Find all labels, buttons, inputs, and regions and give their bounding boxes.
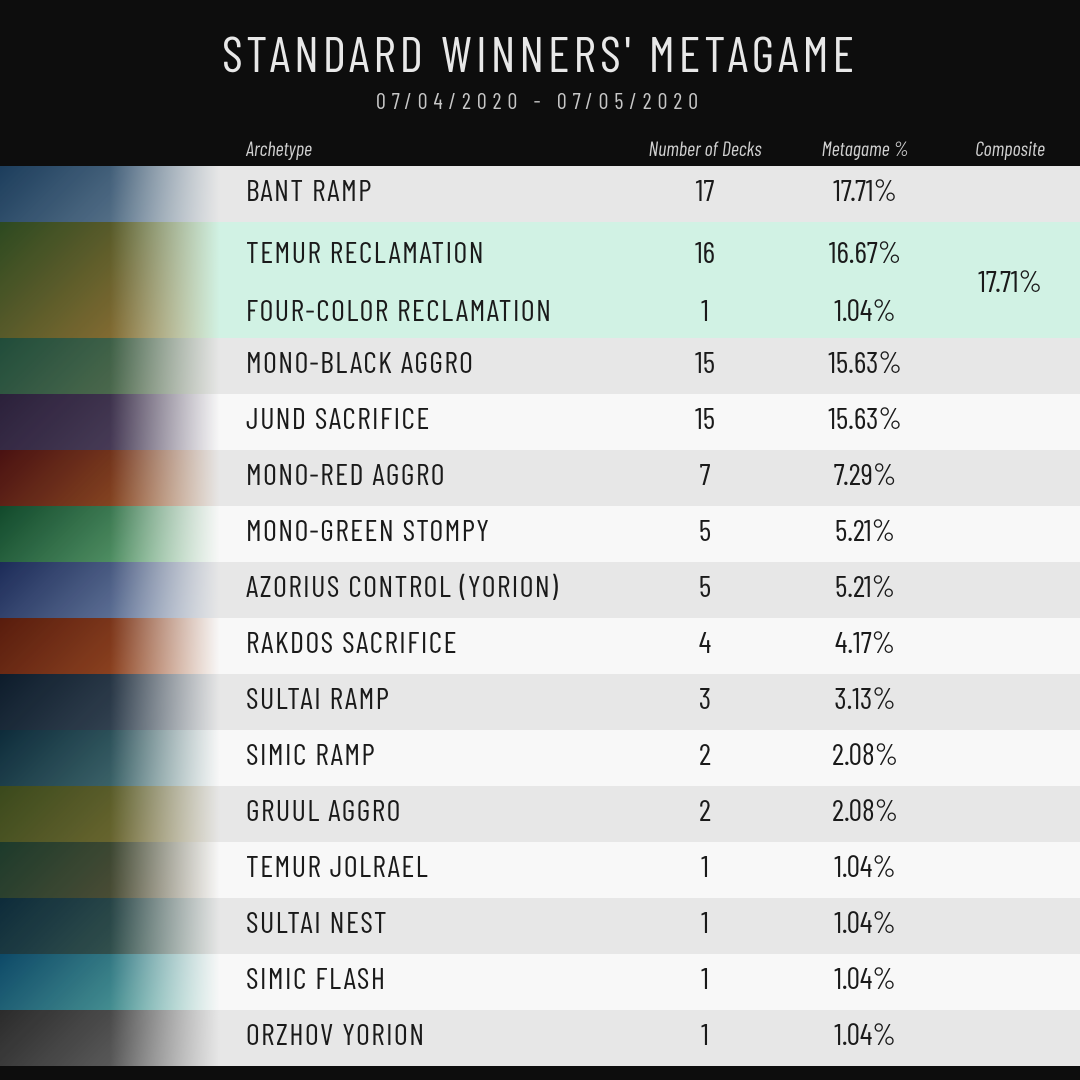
table-row: AZORIUS CONTROL (YORION)55.21% <box>0 562 1080 618</box>
archetype-name: JUND SACRIFICE <box>220 399 620 435</box>
page-title: STANDARD WINNERS' METAGAME <box>0 0 1080 82</box>
metagame-pct: 5.21% <box>790 567 940 603</box>
deck-thumb <box>0 394 220 450</box>
table-row: MONO-RED AGGRO77.29% <box>0 450 1080 506</box>
deck-count: 17 <box>620 171 790 207</box>
deck-count: 5 <box>620 567 790 603</box>
header-composite: Composite <box>940 136 1080 160</box>
table-row: RAKDOS SACRIFICE44.17% <box>0 618 1080 674</box>
archetype-name: MONO-BLACK AGGRO <box>220 343 620 379</box>
metagame-pct: 15.63% <box>790 399 940 435</box>
metagame-pct: 17.71% <box>790 171 940 207</box>
deck-count: 2 <box>620 791 790 827</box>
deck-count: 5 <box>620 511 790 547</box>
deck-thumb <box>0 450 220 506</box>
archetype-name: GRUUL AGGRO <box>220 791 620 827</box>
metagame-pct: 4.17% <box>790 623 940 659</box>
archetype-name: AZORIUS CONTROL (YORION) <box>220 567 620 603</box>
archetype-name: FOUR-COLOR RECLAMATION <box>220 280 620 338</box>
archetype-name: ORZHOV YORION <box>220 1015 620 1051</box>
deck-thumb <box>0 506 220 562</box>
deck-thumb <box>0 674 220 730</box>
deck-count: 1 <box>620 280 790 338</box>
header-archetype: Archetype <box>220 136 620 160</box>
metagame-pct: 5.21% <box>790 511 940 547</box>
table-row: SIMIC RAMP22.08% <box>0 730 1080 786</box>
deck-thumb <box>0 166 220 222</box>
table-row: TEMUR JOLRAEL11.04% <box>0 842 1080 898</box>
archetype-name: RAKDOS SACRIFICE <box>220 623 620 659</box>
table-row: BANT RAMP1717.71% <box>0 166 1080 222</box>
deck-thumb <box>0 786 220 842</box>
metagame-pct: 16.67% <box>790 222 940 280</box>
deck-thumb <box>0 618 220 674</box>
deck-count: 7 <box>620 455 790 491</box>
deck-thumb <box>0 730 220 786</box>
table-row: MONO-GREEN STOMPY55.21% <box>0 506 1080 562</box>
deck-count: 16 <box>620 222 790 280</box>
metagame-pct: 15.63% <box>790 343 940 379</box>
deck-count: 1 <box>620 847 790 883</box>
table-row: MONO-BLACK AGGRO1515.63% <box>0 338 1080 394</box>
table-row: JUND SACRIFICE1515.63% <box>0 394 1080 450</box>
metagame-pct: 7.29% <box>790 455 940 491</box>
metagame-pct: 1.04% <box>790 959 940 995</box>
deck-count: 4 <box>620 623 790 659</box>
table-body: BANT RAMP1717.71%TEMUR RECLAMATION1616.6… <box>0 166 1080 1066</box>
composite-pct: 17.71% <box>940 262 1080 298</box>
deck-thumb <box>0 562 220 618</box>
deck-count: 15 <box>620 399 790 435</box>
deck-count: 2 <box>620 735 790 771</box>
table-row: SULTAI NEST11.04% <box>0 898 1080 954</box>
deck-thumb <box>0 954 220 1010</box>
metagame-pct: 1.04% <box>790 1015 940 1051</box>
deck-count: 1 <box>620 959 790 995</box>
archetype-name: MONO-GREEN STOMPY <box>220 511 620 547</box>
deck-thumb <box>0 1010 220 1066</box>
metagame-pct: 1.04% <box>790 280 940 338</box>
deck-thumb <box>0 222 220 338</box>
deck-count: 15 <box>620 343 790 379</box>
archetype-name: BANT RAMP <box>220 171 620 207</box>
header-metagame: Metagame % <box>790 136 940 160</box>
metagame-pct: 2.08% <box>790 735 940 771</box>
archetype-name: SIMIC RAMP <box>220 735 620 771</box>
table-row: SULTAI RAMP33.13% <box>0 674 1080 730</box>
deck-thumb <box>0 338 220 394</box>
deck-count: 1 <box>620 903 790 939</box>
metagame-pct: 1.04% <box>790 847 940 883</box>
column-headers: Archetype Number of Decks Metagame % Com… <box>0 136 1080 166</box>
table-row-group: TEMUR RECLAMATION1616.67% FOUR-COLOR RECL… <box>0 222 1080 338</box>
deck-thumb <box>0 842 220 898</box>
archetype-name: MONO-RED AGGRO <box>220 455 620 491</box>
metagame-pct: 2.08% <box>790 791 940 827</box>
archetype-name: SULTAI RAMP <box>220 679 620 715</box>
archetype-name: SIMIC FLASH <box>220 959 620 995</box>
archetype-name: SULTAI NEST <box>220 903 620 939</box>
deck-count: 3 <box>620 679 790 715</box>
metagame-pct: 3.13% <box>790 679 940 715</box>
deck-thumb <box>0 898 220 954</box>
archetype-name: TEMUR JOLRAEL <box>220 847 620 883</box>
metagame-pct: 1.04% <box>790 903 940 939</box>
table-row: ORZHOV YORION11.04% <box>0 1010 1080 1066</box>
archetype-name: TEMUR RECLAMATION <box>220 222 620 280</box>
table-row: SIMIC FLASH11.04% <box>0 954 1080 1010</box>
table-row: GRUUL AGGRO22.08% <box>0 786 1080 842</box>
deck-count: 1 <box>620 1015 790 1051</box>
date-range: 07/04/2020 - 07/05/2020 <box>0 88 1080 114</box>
header-number: Number of Decks <box>620 136 790 160</box>
